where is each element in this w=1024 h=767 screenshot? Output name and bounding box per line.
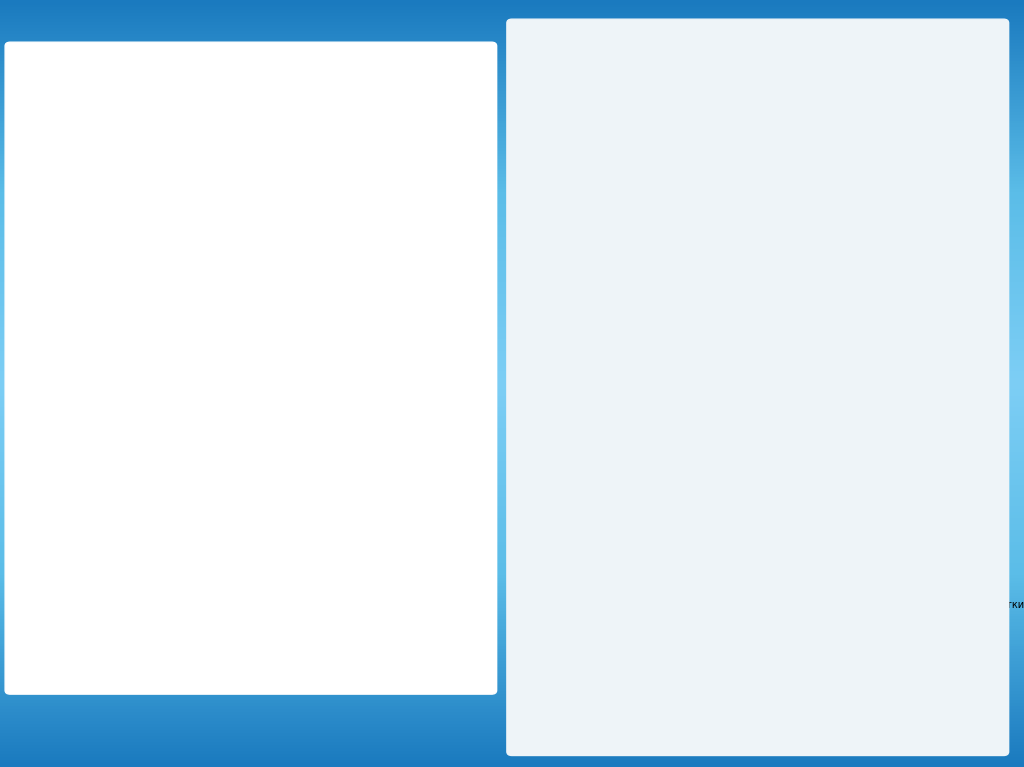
Text: В: В xyxy=(706,643,715,656)
Text: Базальная мембрана: Базальная мембрана xyxy=(695,528,811,538)
Text: М о ч а: М о ч а xyxy=(223,632,289,650)
FancyBboxPatch shape xyxy=(706,549,994,657)
Text: Отрицательно заряженные молекулы: Отрицательно заряженные молекулы xyxy=(724,643,935,653)
PathPatch shape xyxy=(68,364,444,568)
PathPatch shape xyxy=(854,362,916,546)
Ellipse shape xyxy=(155,304,187,361)
Text: Подоцит: Подоцит xyxy=(30,479,84,492)
Text: Мочевое пространство капсулы Боумена: Мочевое пространство капсулы Боумена xyxy=(739,153,1004,163)
Bar xyxy=(248,200,262,224)
Text: Эфферентная
артериола: Эфферентная артериола xyxy=(527,34,604,55)
Text: Подоцит: Подоцит xyxy=(955,344,1004,354)
Bar xyxy=(366,200,380,224)
FancyBboxPatch shape xyxy=(836,362,994,657)
Ellipse shape xyxy=(165,328,177,350)
Circle shape xyxy=(830,589,845,611)
Text: Сублодоцитное
пространство: Сублодоцитное пространство xyxy=(352,441,444,463)
Circle shape xyxy=(774,589,788,611)
Text: Клетка эндотелия: Клетка эндотелия xyxy=(850,282,950,292)
Text: Т.Т.: Т.Т. xyxy=(35,288,58,301)
Text: Гликокаликс: Гликокаликс xyxy=(879,178,949,188)
Text: Membrane
fenestrata: Membrane fenestrata xyxy=(375,135,435,156)
Text: Ножки
подоцита: Ножки подоцита xyxy=(825,178,879,199)
Ellipse shape xyxy=(357,304,390,361)
Bar xyxy=(275,342,291,361)
Text: Капиллярная
эндотепиальная клетка: Капиллярная эндотепиальная клетка xyxy=(44,78,195,106)
Ellipse shape xyxy=(296,304,329,361)
Text: Просвет капилляра: Просвет капилляра xyxy=(739,589,846,599)
Text: Щелевая
диафрагма: Щелевая диафрагма xyxy=(898,182,961,203)
Circle shape xyxy=(745,589,760,611)
Text: Базальная мембрана: Базальная мембрана xyxy=(883,252,999,262)
Ellipse shape xyxy=(368,328,380,350)
Ellipse shape xyxy=(230,304,263,361)
Text: Афферентная
артериола: Афферентная артериола xyxy=(527,210,604,232)
Circle shape xyxy=(717,589,731,611)
Bar xyxy=(177,342,191,361)
FancyBboxPatch shape xyxy=(706,513,994,549)
Bar xyxy=(271,200,286,224)
Bar xyxy=(318,200,333,224)
Ellipse shape xyxy=(80,157,433,380)
Bar xyxy=(342,342,356,361)
Bar xyxy=(210,342,225,361)
Bar xyxy=(201,200,215,224)
Bar xyxy=(83,200,97,224)
Circle shape xyxy=(944,589,958,611)
FancyBboxPatch shape xyxy=(706,167,994,341)
Text: Фенестры: Фенестры xyxy=(850,589,905,599)
Bar xyxy=(243,342,258,361)
Text: 1000 A: 1000 A xyxy=(970,238,1001,246)
Circle shape xyxy=(972,589,987,611)
Text: Просвет капсулы Боумена: Просвет капсулы Боумена xyxy=(706,344,850,354)
Text: К р о в ь: К р о в ь xyxy=(240,65,319,83)
Bar xyxy=(342,200,356,224)
Text: Цитоплазма клетки
эндотелия: Цитоплазма клетки эндотелия xyxy=(922,600,1024,621)
Bar xyxy=(144,342,159,361)
Text: Б: Б xyxy=(706,311,715,324)
Text: Фенестра: Фенестра xyxy=(922,239,975,249)
Bar xyxy=(106,200,121,224)
Text: Щелевая
диафрагма: Щелевая диафрагма xyxy=(828,344,890,365)
Bar xyxy=(177,200,191,224)
Bar xyxy=(309,342,324,361)
Circle shape xyxy=(859,589,873,611)
Ellipse shape xyxy=(129,193,214,281)
Text: F: F xyxy=(927,414,965,468)
Text: 1000A: 1000A xyxy=(263,104,296,114)
Ellipse shape xyxy=(306,328,318,350)
PathPatch shape xyxy=(768,354,830,542)
Text: ~50A: ~50A xyxy=(407,275,436,285)
Circle shape xyxy=(551,38,706,268)
Circle shape xyxy=(887,589,902,611)
Text: Отростки ножки подоцита: Отростки ножки подоцита xyxy=(706,426,853,436)
Bar xyxy=(295,200,309,224)
Circle shape xyxy=(915,589,930,611)
Bar xyxy=(224,200,239,224)
Bar xyxy=(389,200,403,224)
Circle shape xyxy=(802,589,816,611)
Text: 500—1000Å: 500—1000Å xyxy=(158,328,213,337)
Bar xyxy=(154,200,168,224)
Ellipse shape xyxy=(39,434,143,613)
Text: Просвет капилляра клубочка: Просвет капилляра клубочка xyxy=(763,331,965,344)
Bar xyxy=(130,200,144,224)
Text: Базилярная
мембрана: Базилярная мембрана xyxy=(366,206,435,227)
Ellipse shape xyxy=(241,328,253,350)
PathPatch shape xyxy=(710,347,772,542)
